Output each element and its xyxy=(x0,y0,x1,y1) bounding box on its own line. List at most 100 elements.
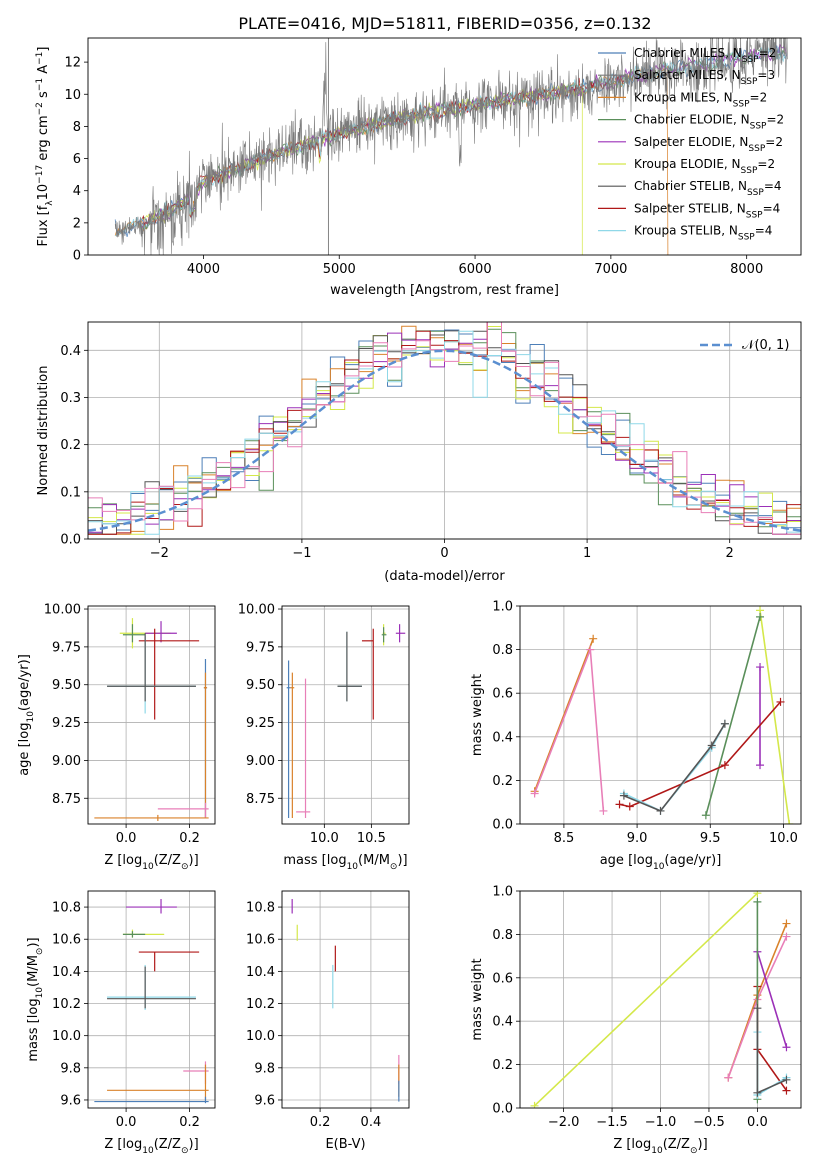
lines-massweight-vs-age xyxy=(530,606,794,824)
data-point xyxy=(107,636,196,714)
y-tick-label: 12 xyxy=(64,56,81,71)
series-kroupa_elodie xyxy=(756,606,794,824)
x-tick-label: −1 xyxy=(292,546,311,561)
y-tick-label: 9.8 xyxy=(60,1061,81,1076)
y-tick-label: 10.00 xyxy=(238,603,275,618)
data-point xyxy=(395,624,406,643)
page-title: PLATE=0416, MJD=51811, FIBERID=0356, z=0… xyxy=(238,14,651,33)
x-tick-label: 9.5 xyxy=(700,831,721,846)
residual-histograms xyxy=(88,322,801,535)
series-salpeter_stelib xyxy=(615,697,785,811)
data-point xyxy=(122,624,146,643)
data-point-marker xyxy=(782,1086,791,1095)
series-line xyxy=(533,649,605,811)
x-tick-label: 0.2 xyxy=(310,1115,331,1130)
massweight-vs-Z-ylabel: mass weight xyxy=(470,958,485,1040)
errorbars-mass-vs-EBV xyxy=(291,899,400,1102)
data-point xyxy=(94,1096,209,1104)
age-vs-mass-xlabel: mass [log10(M/M⊙)] xyxy=(283,853,407,872)
residual-xlabel: (data-model)/error xyxy=(384,569,505,584)
series-line xyxy=(533,638,594,792)
y-tick-label: 10.8 xyxy=(246,901,275,916)
age-vs-Z-ylabel: age [log10(age/yr)] xyxy=(17,654,36,776)
series-pink xyxy=(530,645,608,815)
y-tick-label: 0.0 xyxy=(492,1102,513,1117)
x-tick-label: 0.0 xyxy=(747,1115,768,1130)
y-tick-label: 0.0 xyxy=(60,533,81,548)
x-tick-label: 0.4 xyxy=(361,1115,382,1130)
data-point-marker xyxy=(753,1088,762,1097)
y-tick-label: 9.50 xyxy=(52,678,81,693)
legend-entry: Chabrier STELIB, NSSP=4 xyxy=(634,179,782,198)
data-point xyxy=(381,627,387,643)
y-tick-label: 2 xyxy=(73,216,81,231)
residual-ylabel: Normed distribution xyxy=(36,366,51,496)
y-tick-label: 9.25 xyxy=(246,716,275,731)
axes-frame-spectrum xyxy=(87,37,802,256)
y-tick-label: 0.8 xyxy=(492,928,513,943)
x-tick-label: 1 xyxy=(583,546,591,561)
series-line xyxy=(756,951,788,1048)
y-tick-label: 0.1 xyxy=(60,485,81,500)
legend-entry: Kroupa MILES, NSSP=2 xyxy=(634,90,767,109)
data-point-marker xyxy=(720,719,729,728)
data-point-marker xyxy=(785,820,794,824)
axes-age-vs-mass: 10.0 10.5 8.75 9.00 9.25 9.50 9.75 10.00 xyxy=(238,603,409,846)
y-tick-label: 0.2 xyxy=(492,1058,513,1073)
data-point xyxy=(183,1061,209,1084)
y-tick-label: 10.4 xyxy=(246,965,275,980)
y-tick-label: 10.0 xyxy=(52,1029,81,1044)
errorbars-mass-vs-Z xyxy=(94,899,209,1104)
legend-entry: Chabrier ELODIE, NSSP=2 xyxy=(634,113,784,132)
y-tick-label: 10.8 xyxy=(52,901,81,916)
data-point xyxy=(107,966,196,1009)
series-salpeter_elodie xyxy=(756,663,765,770)
y-tick-label: 10.6 xyxy=(246,933,275,948)
x-tick-label: 10.5 xyxy=(357,831,386,846)
x-tick-label: 7000 xyxy=(594,262,627,277)
data-point-marker xyxy=(589,634,598,643)
y-tick-label: 0.6 xyxy=(492,971,513,986)
y-tick-label: 10.2 xyxy=(52,997,81,1012)
data-point-marker xyxy=(756,612,765,621)
y-tick-label: 9.8 xyxy=(254,1061,275,1076)
axes-frame-mass-vs-EBV xyxy=(281,890,410,1109)
y-tick-label: 0.8 xyxy=(492,643,513,658)
errorbars-age-vs-Z xyxy=(94,618,209,821)
x-tick-label: −2.0 xyxy=(548,1115,580,1130)
mass-vs-Z-xlabel: Z [log10(Z/Z⊙)] xyxy=(104,1137,198,1156)
data-point xyxy=(122,931,146,938)
spectrum-observed xyxy=(114,38,788,255)
data-point-marker xyxy=(530,789,539,798)
massweight-vs-Z-xlabel: Z [log10(Z/Z⊙)] xyxy=(613,1137,707,1156)
series-chabrier_stelib xyxy=(619,719,729,815)
data-point xyxy=(286,660,291,818)
legend-entry: Kroupa ELODIE, NSSP=2 xyxy=(634,157,775,176)
y-tick-label: 8.75 xyxy=(52,792,81,807)
spectrum-xlabel: wavelength [Angstrom, rest frame] xyxy=(330,283,559,298)
series-line xyxy=(705,616,761,816)
series-chabrier_stelib xyxy=(753,1004,791,1097)
x-tick-label: 5000 xyxy=(323,262,356,277)
data-point-marker xyxy=(530,1101,539,1108)
normal-curve xyxy=(88,349,801,532)
data-point-marker xyxy=(619,791,628,800)
y-tick-label: 9.6 xyxy=(60,1093,81,1108)
y-tick-label: 10.4 xyxy=(52,965,81,980)
data-point-marker xyxy=(720,761,729,770)
y-tick-label: 1.0 xyxy=(492,600,513,615)
data-point-marker xyxy=(776,697,785,706)
data-point xyxy=(290,672,295,818)
y-tick-label: 9.50 xyxy=(246,678,275,693)
axes-frame-residuals xyxy=(87,321,802,540)
data-point xyxy=(94,814,209,821)
axes-frame-mass-vs-Z xyxy=(87,890,216,1109)
y-tick-label: 9.75 xyxy=(246,640,275,655)
series-line xyxy=(619,701,782,808)
y-tick-label: 9.00 xyxy=(246,754,275,769)
legend-entry: Salpeter MILES, NSSP=3 xyxy=(634,68,775,87)
series-chabrier_elodie xyxy=(701,612,765,820)
data-point xyxy=(337,631,362,702)
axes-frame-age-vs-mass xyxy=(281,605,410,825)
